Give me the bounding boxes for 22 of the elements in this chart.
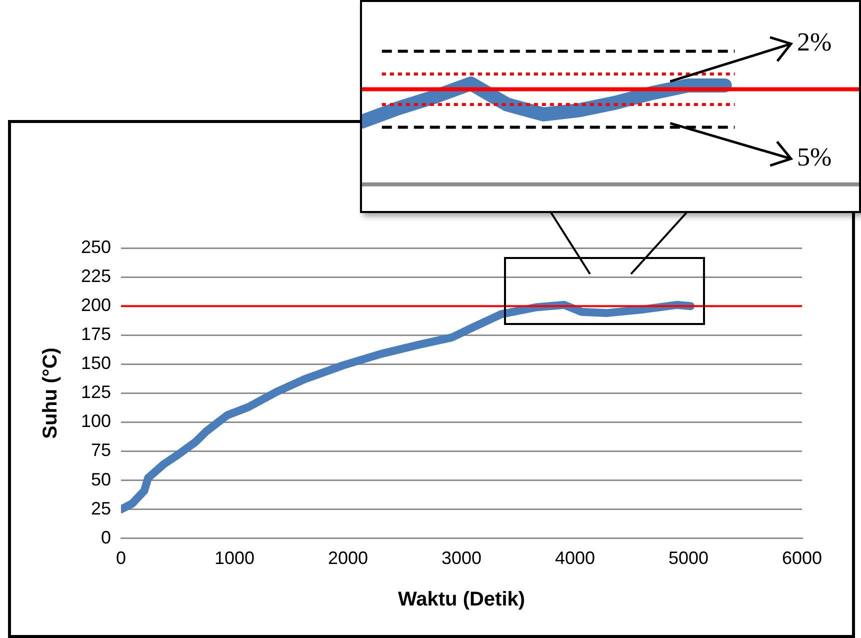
y-tick-label: 100 [80, 411, 112, 432]
y-axis-title: Suhu (°C) [40, 348, 62, 439]
x-tick-label: 0 [116, 548, 126, 568]
text: 2% [797, 28, 832, 57]
x-tick-label: 3000 [441, 548, 482, 568]
y-tick-label: 0 [101, 527, 112, 548]
y-tick-label: 150 [80, 353, 112, 374]
x-tick-label: 6000 [782, 548, 822, 568]
y-tick-label: 75 [91, 440, 112, 460]
x-tick-label: 1000 [214, 548, 255, 568]
y-tick-label: 225 [80, 266, 112, 286]
y-tick-label: 25 [91, 498, 112, 518]
y-tick-label: 250 [80, 236, 112, 257]
x-tick-label: 2000 [328, 548, 368, 568]
x-axis-title: Waktu (Detik) [398, 588, 526, 611]
text: 5% [797, 142, 832, 172]
y-tick-label: 125 [80, 382, 112, 402]
x-tick-label: 4000 [554, 548, 596, 568]
y-tick-label: 175 [80, 324, 112, 344]
y-tick-label: 50 [91, 469, 112, 490]
x-tick-label: 5000 [668, 548, 709, 568]
y-tick-label: 200 [80, 295, 112, 316]
